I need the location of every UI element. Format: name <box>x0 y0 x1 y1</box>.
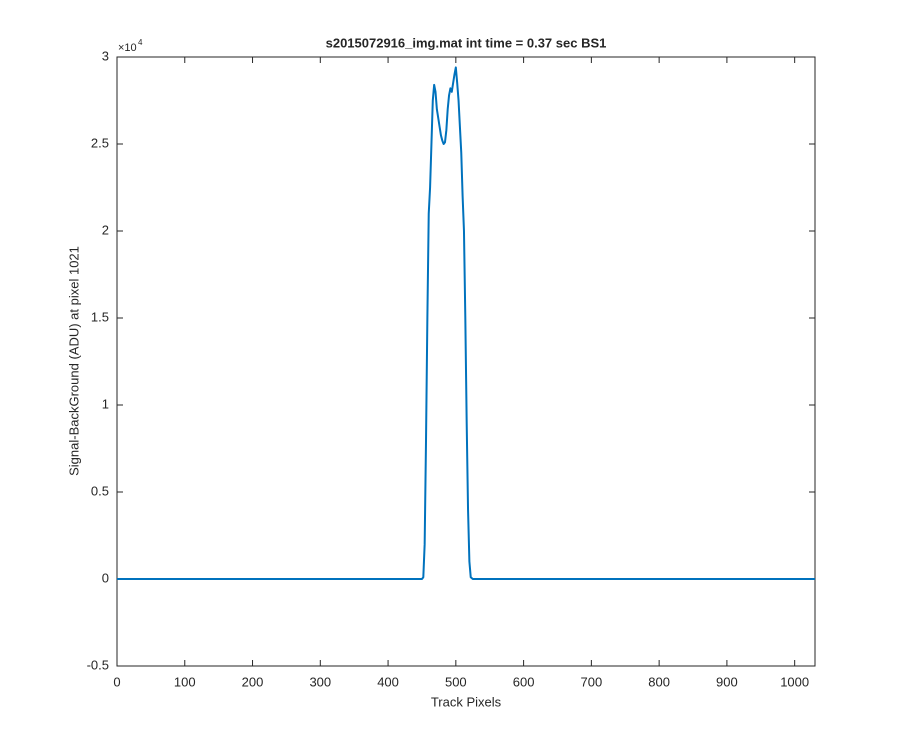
y-tick-label: -0.5 <box>87 657 109 672</box>
x-tick-label: 300 <box>309 674 331 689</box>
y-tick-label: 2 <box>102 222 109 237</box>
chart-title: s2015072916_img.mat int time = 0.37 sec … <box>326 35 607 50</box>
x-tick-label: 700 <box>581 674 603 689</box>
y-tick-label: 0.5 <box>91 483 109 498</box>
data-line <box>117 66 815 580</box>
x-tick-label: 500 <box>445 674 467 689</box>
y-tick-label: 3 <box>102 48 109 63</box>
x-tick-label: 900 <box>716 674 738 689</box>
x-axis-label: Track Pixels <box>431 694 502 709</box>
x-tick-label: 400 <box>377 674 399 689</box>
x-tick-label: 100 <box>174 674 196 689</box>
x-tick-label: 0 <box>113 674 120 689</box>
x-tick-label: 1000 <box>780 674 809 689</box>
x-tick-label: 200 <box>242 674 264 689</box>
x-tick-label: 800 <box>648 674 670 689</box>
y-axis-label: Signal-BackGround (ADU) at pixel 1021 <box>66 246 81 476</box>
y-tick-label: 2.5 <box>91 135 109 150</box>
y-tick-label: 1.5 <box>91 309 109 324</box>
y-tick-label: 0 <box>102 570 109 585</box>
y-exponent: ×10 <box>118 42 137 54</box>
y-exponent-power: 4 <box>138 38 143 47</box>
y-tick-label: 1 <box>102 396 109 411</box>
x-tick-label: 600 <box>513 674 535 689</box>
